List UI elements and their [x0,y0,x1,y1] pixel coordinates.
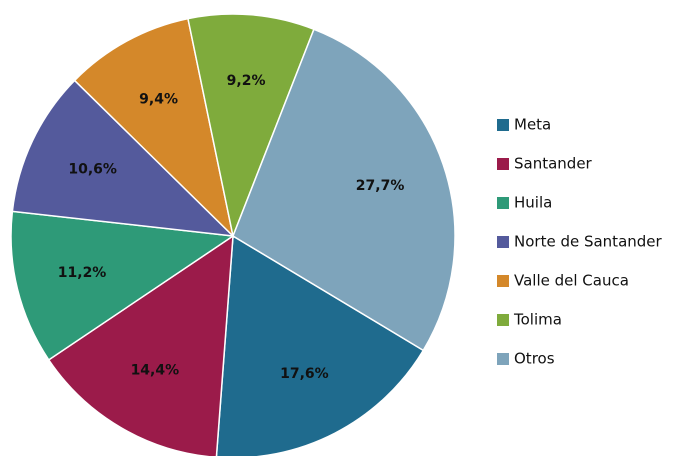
data-label: 10,6% [68,161,117,177]
legend-label: Tolima [513,311,562,329]
data-label: 11,2% [58,265,107,281]
pie-slice [11,79,236,237]
data-label: 17,6% [280,366,329,382]
pie-slice [73,17,235,239]
pie-slice [47,234,234,456]
data-label: 9,4% [139,92,178,108]
legend-label: Otros [514,350,555,368]
legend-swatch [497,158,509,170]
legend-label: Meta [514,116,551,134]
legend-label: Santander [514,155,593,173]
legend-swatch [497,236,509,248]
legend-label: Norte de Santander [514,233,663,251]
pie-slice [187,13,315,239]
data-label: 27,7% [356,178,405,194]
pie-slice [232,28,456,352]
legend-label: Valle del Cauca [514,272,629,290]
legend-swatch [497,314,509,326]
pie-slice [215,234,425,456]
legend-swatch [497,197,509,209]
legend-swatch [497,275,509,287]
data-label: 9,2% [227,73,266,89]
legend-label: Huila [514,194,552,212]
data-label: 14,4% [131,362,180,378]
legend-swatch [497,353,509,365]
pie-slice [10,210,236,361]
legend-swatch [497,119,509,131]
